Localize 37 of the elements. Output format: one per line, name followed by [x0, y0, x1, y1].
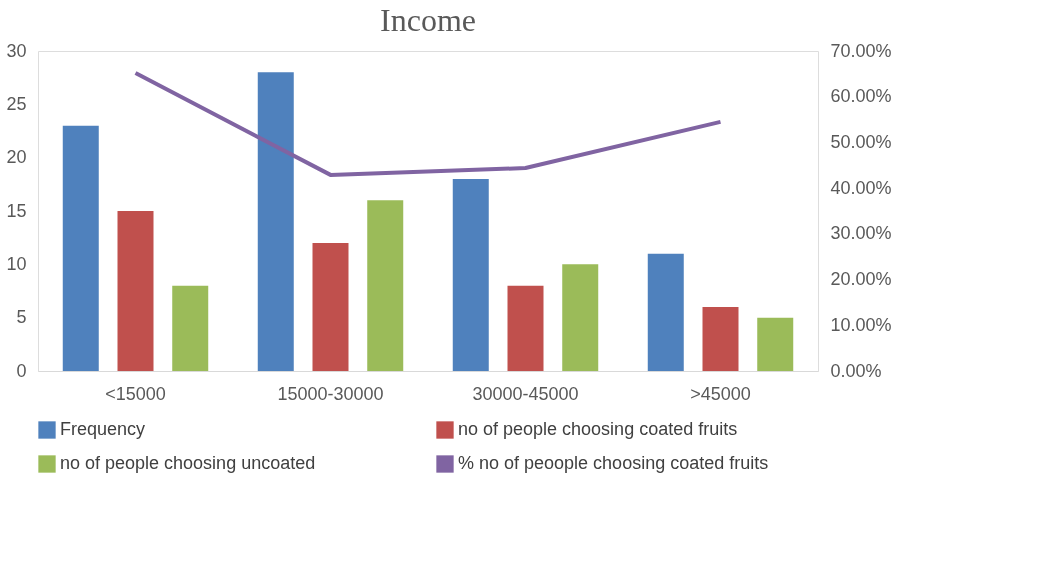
y2-tick-label: 40.00% — [830, 177, 892, 198]
bar — [647, 253, 684, 371]
bar — [62, 125, 99, 371]
y-tick-label: 25 — [6, 93, 27, 114]
y2-tick-label: 60.00% — [830, 86, 892, 107]
legend-label: % no of peoople choosing coated fruits — [458, 453, 769, 473]
x-tick-label: >45000 — [690, 383, 751, 404]
legend-label: no of people choosing uncoated — [60, 453, 316, 473]
x-tick-label: <15000 — [105, 383, 166, 404]
bar — [507, 285, 544, 371]
y-tick-label: 30 — [6, 40, 27, 61]
legend-label: no of people choosing coated fruits — [458, 419, 738, 439]
bar — [312, 243, 349, 371]
chart-title: Income — [380, 2, 476, 38]
y-tick-label: 15 — [6, 200, 27, 221]
y2-tick-label: 10.00% — [830, 314, 892, 335]
y-tick-label: 20 — [6, 147, 27, 168]
legend-label: Frequency — [60, 419, 146, 439]
x-tick-label: 15000-30000 — [277, 383, 384, 404]
bar — [452, 179, 489, 371]
y-tick-label: 5 — [16, 307, 27, 328]
bar — [367, 200, 404, 371]
bar — [257, 72, 294, 371]
y-tick-label: 10 — [6, 253, 27, 274]
bar — [172, 285, 209, 371]
y-tick-label: 0 — [16, 360, 27, 381]
bar — [757, 317, 794, 371]
x-tick-label: 30000-45000 — [472, 383, 579, 404]
y2-tick-label: 70.00% — [830, 40, 892, 61]
y2-tick-label: 30.00% — [830, 223, 892, 244]
bar — [117, 211, 154, 371]
y2-tick-label: 50.00% — [830, 131, 892, 152]
line-series — [133, 70, 723, 177]
y2-tick-label: 0.00% — [830, 360, 882, 381]
bar — [562, 264, 599, 371]
y2-tick-label: 20.00% — [830, 269, 892, 290]
bar — [702, 307, 739, 371]
